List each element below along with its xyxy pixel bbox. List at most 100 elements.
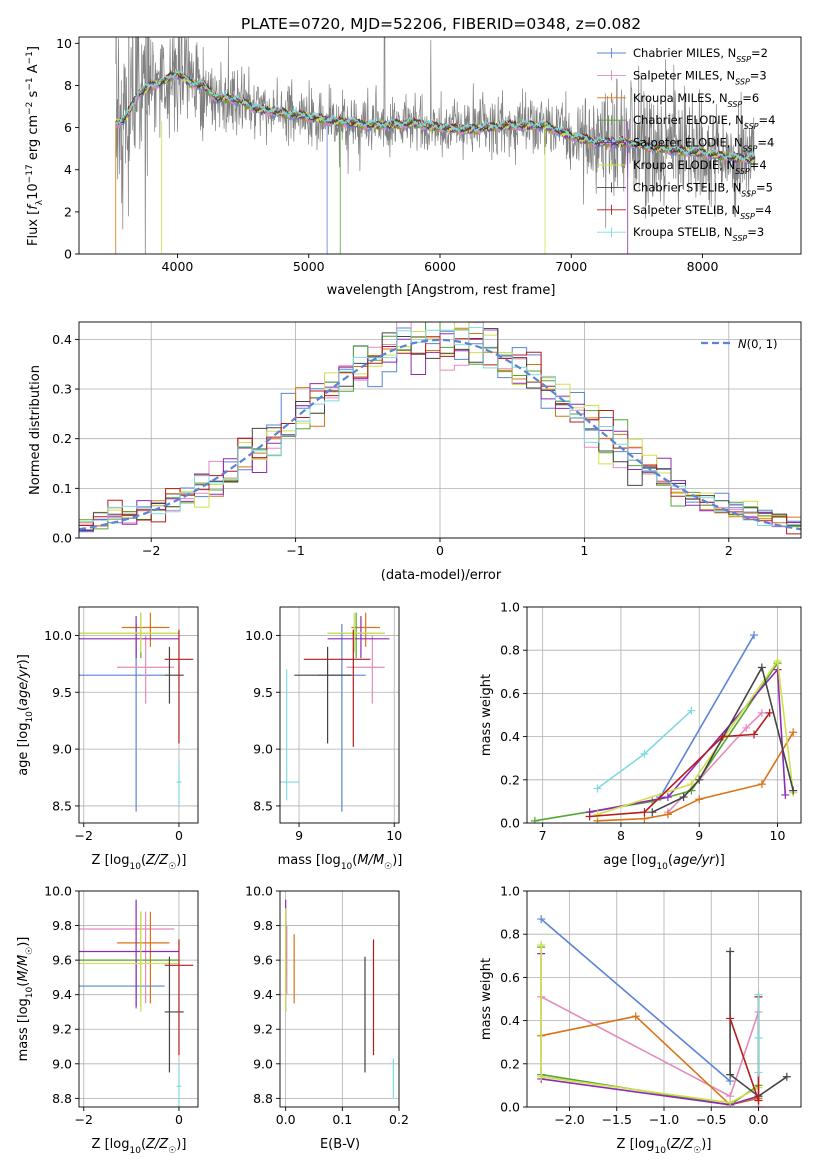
- y-tick-label: 9.4: [253, 987, 273, 1002]
- x-tick-label: −2.0: [554, 1112, 584, 1127]
- z-age-y-label: age [log10(age/yr)]: [16, 654, 35, 776]
- weight-marker-8: [687, 706, 696, 715]
- y-tick-label: 0.1: [52, 481, 72, 496]
- y-tick-label: 0.8: [500, 643, 520, 658]
- weight-marker-1: [757, 708, 766, 717]
- y-tick-label: 0.0: [500, 1100, 520, 1115]
- weight-marker-6: [679, 793, 688, 802]
- x-tick-label: 10: [770, 828, 786, 843]
- chart-3: 9 10 8.5 9.0 9.5 10.0 mass [log10(M/M☉)]: [245, 606, 402, 872]
- y-tick-label: 6: [64, 120, 72, 135]
- weight-marker-7: [718, 732, 727, 741]
- weight-marker-2: [757, 780, 766, 789]
- x-tick-label: 4000: [162, 259, 194, 274]
- y-tick-label: 9.2: [253, 1022, 273, 1037]
- weight-marker-6: [648, 808, 657, 817]
- y-tick-label: 0.4: [52, 332, 72, 347]
- weight-marker-8: [593, 784, 602, 793]
- chart-4: 7 8 9 10 0.0 0.2 0.4 0.6 0.8 1.0 age [log10(age/yr…: [479, 600, 802, 872]
- y-tick-label: 10.0: [44, 628, 72, 643]
- weight-marker-8: [754, 1033, 763, 1042]
- weight-marker-7: [765, 708, 774, 717]
- weight-marker-2: [663, 810, 672, 819]
- weight-marker-4: [781, 790, 790, 799]
- ebv-x-label: E(B-V): [320, 1137, 360, 1152]
- legend-label-3: Chabrier ELODIE, NSSP=4: [633, 113, 775, 131]
- y-tick-label: 9.5: [253, 685, 273, 700]
- plot-area: [530, 631, 798, 823]
- x-tick-label: −0.5: [696, 1112, 726, 1127]
- weight-marker-5: [726, 1098, 735, 1107]
- z-weight-y-label: mass weight: [479, 958, 494, 1040]
- z-mass-x-label: Z [log10(Z/Z☉)]: [92, 1137, 187, 1156]
- y-tick-label: 9.4: [52, 987, 72, 1002]
- spectrum-y-label: Flux [fλ10−17 erg cm−2 s−1 A−1]: [25, 46, 45, 246]
- chart-7: −2.0 −1.5 −1.0 −0.5 0.0 0.0 0.2 0.4 0.6 0.8 1.0 Z […: [479, 884, 802, 1156]
- weight-line-0: [659, 634, 755, 798]
- x-tick-label: 7: [539, 828, 547, 843]
- weight-marker-6: [757, 663, 766, 672]
- residual-hist-3: [79, 322, 801, 530]
- y-tick-label: 8.8: [52, 1091, 72, 1106]
- y-tick-label: 0.2: [500, 772, 520, 787]
- x-tick-label: −1.5: [602, 1112, 632, 1127]
- hist-x-label: (data-model)/error: [381, 568, 502, 583]
- axes-frame: [78, 36, 802, 255]
- weight-marker-2: [789, 728, 798, 737]
- weight-marker-7: [754, 1096, 763, 1105]
- weight-line-5: [540, 945, 759, 1104]
- weight-marker-7: [726, 1014, 735, 1023]
- axes-frame: [279, 606, 400, 824]
- y-tick-label: 0.3: [52, 382, 72, 397]
- x-tick-label: 0.1: [332, 1112, 352, 1127]
- weight-marker-5: [537, 941, 546, 949]
- plot-area: [537, 915, 791, 1107]
- x-tick-label: 0: [175, 1112, 183, 1127]
- y-tick-label: 9.0: [253, 742, 273, 757]
- weight-marker-7: [640, 808, 649, 817]
- weight-line-0: [540, 918, 731, 1082]
- x-tick-label: 2: [725, 543, 733, 558]
- plot-area: [280, 612, 390, 812]
- y-tick-label: 8.5: [52, 798, 72, 813]
- spectrum-title: PLATE=0720, MJD=52206, FIBERID=0348, z=0…: [241, 15, 641, 33]
- weight-marker-6: [726, 947, 735, 956]
- weight-marker-3: [530, 816, 539, 823]
- weight-marker-4: [663, 793, 672, 802]
- plot-area: [79, 612, 194, 812]
- chart-1: −2 −1 0 1 2 0.0 0.1 0.2 0.3 0.4 N(0, 1) (data-model…: [28, 321, 802, 583]
- weight-marker-6: [726, 1070, 735, 1079]
- weight-line-2: [597, 731, 794, 822]
- x-tick-label: 8000: [687, 259, 719, 274]
- y-tick-label: 10.0: [245, 884, 273, 899]
- y-tick-label: 0.2: [52, 431, 72, 446]
- weight-marker-0: [537, 915, 546, 924]
- age-weight-x-label: age [log10(age/yr)]: [603, 853, 725, 872]
- y-tick-label: 10.0: [245, 628, 273, 643]
- y-tick-label: 8.5: [253, 798, 273, 813]
- weight-marker-5: [593, 810, 602, 819]
- weight-marker-8: [754, 990, 763, 999]
- plot-area: [285, 899, 394, 1099]
- y-tick-label: 9.2: [52, 1022, 72, 1037]
- legend-label-0: Chabrier MILES, NSSP=2: [633, 46, 768, 64]
- y-tick-label: 9.6: [52, 953, 72, 968]
- y-tick-label: 0.0: [500, 816, 520, 831]
- y-tick-label: 9.0: [253, 1056, 273, 1071]
- weight-marker-2: [631, 1012, 640, 1021]
- weight-marker-0: [750, 631, 759, 640]
- weight-marker-6: [789, 786, 798, 795]
- weight-marker-6: [782, 1072, 791, 1081]
- weight-marker-7: [585, 812, 594, 821]
- y-tick-label: 1.0: [500, 884, 520, 899]
- weight-marker-5: [773, 657, 782, 665]
- axes-frame: [78, 890, 199, 1108]
- plot-area: [115, 37, 756, 254]
- y-tick-label: 10: [56, 36, 72, 51]
- z-weight-x-label: Z [log10(Z/Z☉)]: [617, 1137, 712, 1156]
- weight-marker-5: [537, 1072, 546, 1081]
- weight-marker-5: [687, 780, 696, 789]
- x-tick-label: 5000: [293, 259, 325, 274]
- spectrum-legend: Chabrier MILES, NSSP=2 Salpeter MILES, NS…: [597, 46, 775, 243]
